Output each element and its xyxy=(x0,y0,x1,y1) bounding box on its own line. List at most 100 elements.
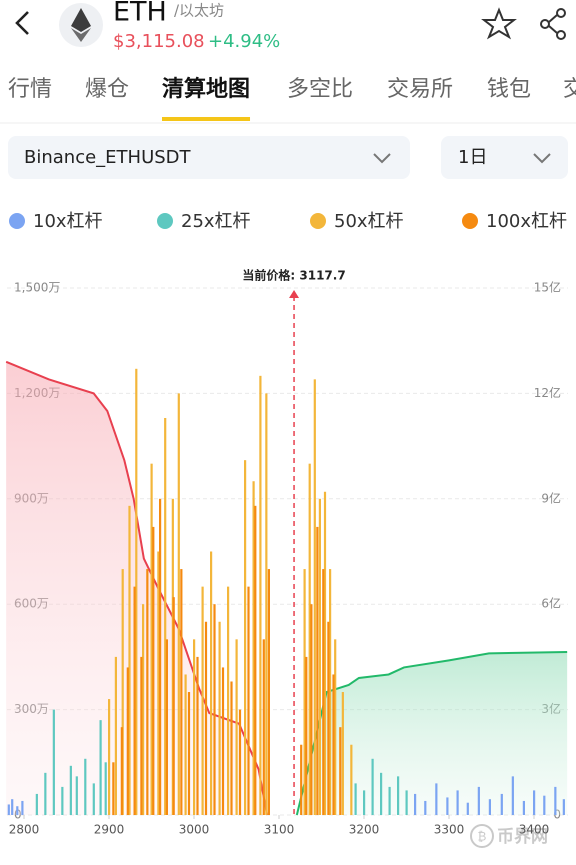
legend-label[interactable]: 100x杠杆 xyxy=(486,211,567,232)
bar xyxy=(363,790,366,815)
x-tick-label: 3000 xyxy=(179,823,210,837)
svg-text:₿: ₿ xyxy=(478,830,487,844)
legend-label[interactable]: 50x杠杆 xyxy=(334,211,404,232)
bar xyxy=(388,786,391,815)
share-button[interactable] xyxy=(540,8,566,40)
bar xyxy=(152,526,155,815)
bar xyxy=(310,604,313,815)
bar xyxy=(84,758,87,815)
bar xyxy=(230,681,233,815)
bar xyxy=(533,790,536,815)
bar xyxy=(142,604,145,815)
bar xyxy=(16,806,19,815)
bar xyxy=(52,709,55,815)
eth-logo xyxy=(59,3,103,47)
bar xyxy=(562,799,565,815)
bar xyxy=(112,762,115,815)
tab[interactable]: 交易所 xyxy=(387,77,453,102)
legend-label[interactable]: 25x杠杆 xyxy=(181,211,251,232)
bar xyxy=(177,393,180,815)
bar xyxy=(300,744,303,815)
bar xyxy=(150,463,153,815)
bar xyxy=(108,699,111,815)
legend-marker[interactable] xyxy=(462,213,478,229)
x-tick-label: 3300 xyxy=(434,823,465,837)
active-tab-indicator xyxy=(162,117,251,121)
bar xyxy=(511,776,514,815)
bar xyxy=(120,727,123,815)
bar xyxy=(305,656,308,815)
x-tick-label: 3400 xyxy=(519,823,550,837)
bar xyxy=(303,569,306,815)
bar xyxy=(323,491,327,815)
x-tick-label: 3100 xyxy=(264,823,295,837)
bar xyxy=(543,795,546,815)
bar xyxy=(146,569,149,815)
bar xyxy=(187,692,191,815)
bar xyxy=(259,375,262,815)
bar xyxy=(184,674,187,815)
bar xyxy=(157,551,160,815)
bar xyxy=(252,481,255,815)
current-price-label: 当前价格: 3117.7 xyxy=(242,268,345,283)
price: $3,115.08 xyxy=(113,31,205,52)
period-label: 1日 xyxy=(458,147,487,168)
bar xyxy=(114,656,117,815)
bar xyxy=(164,417,167,815)
symbol: ETH xyxy=(113,0,167,28)
tab[interactable]: 爆仓 xyxy=(85,77,129,102)
y2-tick-label: 12亿 xyxy=(534,385,561,400)
bar xyxy=(435,783,438,815)
legend-marker[interactable] xyxy=(9,213,25,229)
change: +4.94% xyxy=(208,31,280,52)
bar xyxy=(126,667,129,815)
x-tick-label: 2900 xyxy=(94,823,125,837)
bar xyxy=(332,674,335,815)
bar xyxy=(262,639,265,815)
bar xyxy=(265,393,268,815)
cumulative-area xyxy=(296,651,568,815)
bar xyxy=(238,709,242,815)
bar xyxy=(267,569,270,815)
legend-marker[interactable] xyxy=(310,213,326,229)
tab[interactable]: 交 xyxy=(563,77,576,102)
tab[interactable]: 行情 xyxy=(8,77,52,102)
bar xyxy=(201,586,204,815)
bar xyxy=(180,569,183,815)
legend-marker[interactable] xyxy=(157,213,173,229)
dropdown-icon xyxy=(533,153,551,164)
bar xyxy=(196,656,199,815)
bar xyxy=(334,639,337,815)
y-tick-label: 1,500万 xyxy=(14,281,60,295)
tab[interactable]: 多空比 xyxy=(287,77,353,102)
bar xyxy=(446,797,449,815)
bar xyxy=(371,758,374,815)
bar xyxy=(69,765,72,815)
bar xyxy=(313,379,316,815)
period-select[interactable] xyxy=(441,136,568,179)
bar xyxy=(316,526,319,815)
bar xyxy=(350,744,353,815)
bar xyxy=(133,586,136,815)
bar xyxy=(21,800,24,815)
bar xyxy=(254,505,257,815)
plot: 0300万600万900万1,200万1,500万03亿6亿9亿12亿15亿28… xyxy=(5,268,568,837)
bar xyxy=(172,597,175,815)
favorite-button[interactable] xyxy=(481,7,517,40)
tab-bar: 行情 爆仓 清算地图 多空比 交易所 钱包 交 xyxy=(8,76,576,121)
bar xyxy=(244,460,247,815)
tab[interactable]: 清算地图 xyxy=(162,76,250,102)
legend-label[interactable]: 10x杠杆 xyxy=(33,211,103,232)
back-button[interactable] xyxy=(15,11,29,35)
bar xyxy=(456,790,459,815)
bar xyxy=(354,783,357,815)
tab[interactable]: 钱包 xyxy=(487,77,531,102)
bar xyxy=(121,569,124,815)
bar xyxy=(235,639,238,815)
pair-select[interactable] xyxy=(8,136,410,179)
bar xyxy=(44,772,47,815)
watermark: ₿ 币界网 xyxy=(470,824,548,848)
bar xyxy=(61,786,64,815)
bar xyxy=(135,368,138,815)
